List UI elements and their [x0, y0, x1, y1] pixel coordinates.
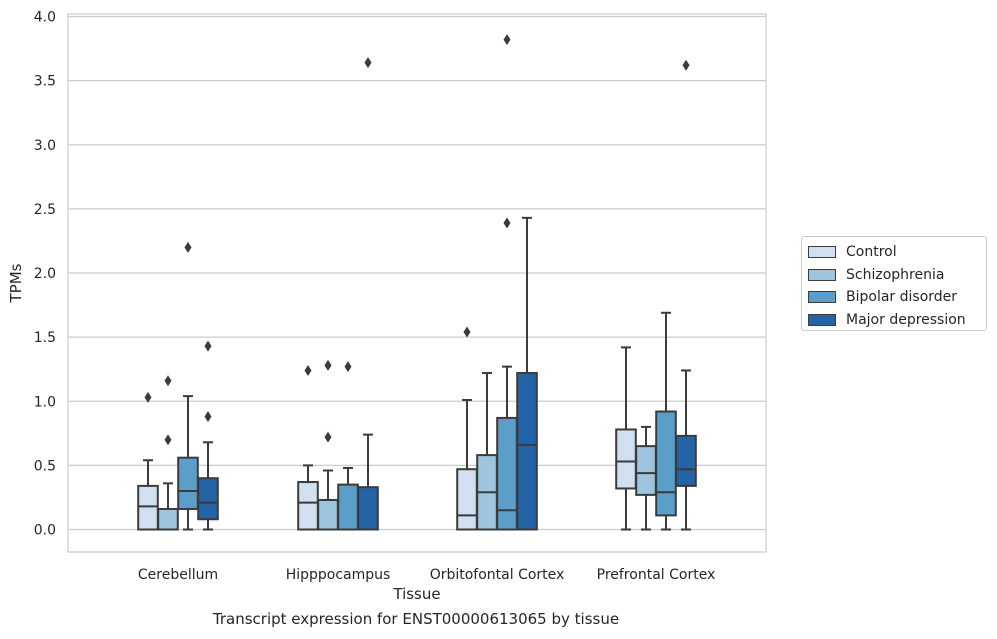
- y-tick-label: 3.0: [34, 138, 56, 154]
- box-0-0: [137, 391, 159, 531]
- box-3-0: [615, 346, 637, 531]
- box-2-2: [496, 34, 518, 531]
- box-3-1: [635, 425, 657, 531]
- box-body: [317, 499, 339, 531]
- x-tick-label: Orbitofontal Cortex: [430, 567, 565, 583]
- x-tick-label: Hipppocampus: [286, 567, 391, 583]
- box-body: [456, 468, 478, 531]
- y-tick-label: 2.5: [34, 202, 56, 218]
- y-tick-label: 0.5: [34, 458, 56, 474]
- chart-caption: Transcript expression for ENST0000061306…: [212, 610, 620, 628]
- outlier-point: [364, 57, 372, 69]
- box-3-3: [675, 59, 697, 531]
- outlier-point: [682, 59, 690, 71]
- outlier-point: [144, 391, 152, 403]
- box-body: [635, 445, 657, 496]
- box-0-2: [177, 241, 199, 531]
- box-0-1: [157, 375, 179, 531]
- y-tick-label: 1.0: [34, 394, 56, 410]
- x-axis-label: Tissue: [392, 585, 440, 603]
- legend-item: Control: [808, 241, 980, 264]
- y-tick-label: 4.0: [34, 10, 56, 26]
- outlier-point: [204, 411, 212, 423]
- legend-swatch: [808, 313, 836, 326]
- box-3-2: [655, 311, 677, 531]
- legend-item: Bipolar disorder: [808, 286, 980, 309]
- outlier-point: [344, 361, 352, 373]
- x-axis-ticks: Cerebellum Hipppocampus Orbitofontal Corte…: [138, 567, 715, 583]
- box-body: [516, 372, 538, 531]
- box-1-0: [297, 364, 319, 531]
- box-1-1: [317, 359, 339, 531]
- legend-label: Schizophrenia: [846, 266, 945, 283]
- outlier-point: [304, 364, 312, 376]
- x-tick-label: Cerebellum: [138, 567, 218, 583]
- y-tick-label: 3.5: [34, 74, 56, 90]
- boxes: [137, 34, 697, 531]
- outlier-point: [503, 34, 511, 46]
- box-0-3: [197, 340, 219, 531]
- outlier-point: [503, 217, 511, 229]
- box-body: [675, 434, 697, 487]
- box-2-1: [476, 372, 498, 531]
- box-body: [137, 484, 159, 531]
- legend: Control Schizophrenia Bipolar disorder Majo…: [801, 236, 987, 331]
- legend-label: Control: [846, 244, 897, 261]
- box-body: [615, 428, 637, 490]
- y-axis-ticks: 0.0 0.5 1.0 1.5 2.0 2.5 3.0 3.5 4.0: [34, 10, 56, 539]
- legend-swatch: [808, 268, 836, 281]
- box-body: [297, 481, 319, 531]
- outlier-point: [184, 241, 192, 253]
- box-body: [157, 507, 179, 531]
- box-body: [177, 456, 199, 510]
- box-body: [655, 410, 677, 517]
- y-tick-label: 0.0: [34, 523, 56, 539]
- outlier-point: [324, 359, 332, 371]
- outlier-point: [164, 375, 172, 387]
- box-body: [357, 486, 379, 531]
- outlier-point: [324, 431, 332, 443]
- y-tick-label: 1.5: [34, 330, 56, 346]
- box-body: [496, 416, 518, 531]
- legend-swatch: [808, 246, 836, 259]
- outlier-point: [164, 434, 172, 446]
- box-1-3: [357, 57, 379, 531]
- outlier-point: [463, 326, 471, 338]
- box-body: [337, 483, 359, 531]
- legend-swatch: [808, 291, 836, 304]
- y-axis-label: TPMs: [7, 263, 25, 303]
- box-2-0: [456, 326, 478, 531]
- legend-item: Schizophrenia: [808, 264, 980, 287]
- legend-label: Bipolar disorder: [846, 289, 958, 306]
- legend-item: Major depression: [808, 309, 980, 332]
- box-body: [197, 477, 219, 521]
- box-1-2: [337, 361, 359, 531]
- y-tick-label: 2.0: [34, 266, 56, 282]
- legend-label: Major depression: [846, 311, 966, 328]
- plot-frame: [67, 13, 767, 553]
- x-tick-label: Prefrontal Cortex: [597, 567, 716, 583]
- outlier-point: [204, 340, 212, 352]
- box-2-3: [516, 216, 538, 531]
